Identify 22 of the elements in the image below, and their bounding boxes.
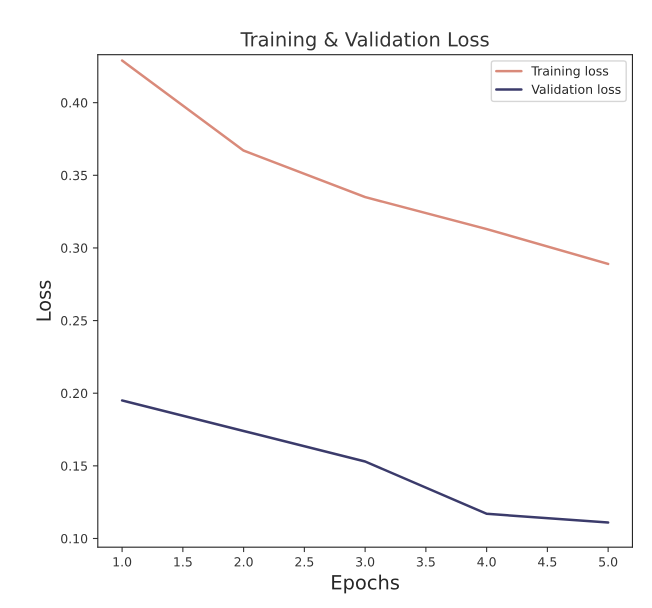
y-tick-label: 0.25 [61,316,87,326]
legend-label: Validation loss [531,84,621,94]
x-tick-label: 4.0 [477,557,496,567]
y-tick-label: 0.40 [61,98,88,108]
x-tick-label: 3.5 [416,557,435,567]
x-tick-label: 3.0 [356,557,374,567]
x-tick-label: 2.0 [234,557,253,567]
y-tick-label: 0.35 [61,170,87,180]
x-tick-label: 2.5 [295,557,314,567]
x-tick-label: 1.5 [174,557,192,567]
x-tick-label: 4.5 [538,557,556,567]
x-tick-label: 1.0 [114,557,132,567]
y-tick-label: 0.15 [61,461,87,471]
line-series [120,399,610,524]
x-tick-label: 5.0 [599,557,618,567]
y-tick-label: 0.10 [61,534,88,544]
y-tick-label: 0.30 [61,243,88,253]
y-tick-label: 0.20 [61,388,88,398]
y-axis-title: Loss [36,280,51,320]
x-axis-title: Epochs [332,574,400,594]
chart-title: Training & Validation Loss [240,32,489,50]
legend-label: Training loss [531,66,608,78]
